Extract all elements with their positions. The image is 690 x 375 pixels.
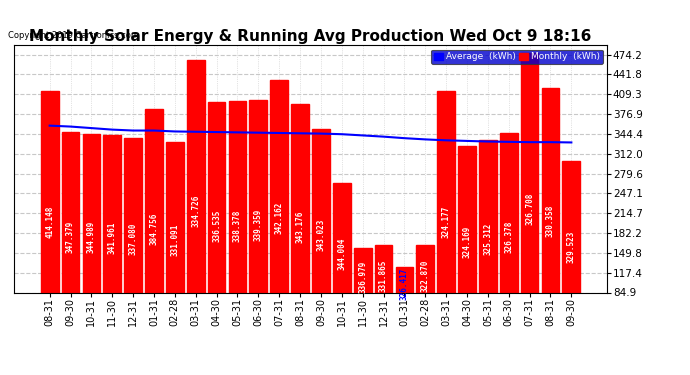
Text: 331.865: 331.865	[379, 260, 388, 292]
Text: 322.870: 322.870	[421, 260, 430, 292]
Text: 337.080: 337.080	[128, 222, 137, 255]
Bar	[458, 146, 476, 344]
Text: 342.162: 342.162	[275, 202, 284, 234]
Bar	[250, 100, 267, 344]
Bar	[228, 101, 246, 344]
Text: 336.535: 336.535	[212, 210, 221, 242]
Text: 384.756: 384.756	[150, 212, 159, 244]
Text: 343.176: 343.176	[295, 210, 304, 243]
Legend: Average  (kWh), Monthly  (kWh): Average (kWh), Monthly (kWh)	[431, 50, 602, 64]
Text: 344.004: 344.004	[337, 238, 346, 270]
Text: Copyright 2019 Cartronics.com: Copyright 2019 Cartronics.com	[8, 31, 139, 40]
Text: 324.169: 324.169	[462, 225, 471, 258]
Bar	[562, 161, 580, 344]
Bar	[437, 92, 455, 344]
Text: 338.378: 338.378	[233, 209, 242, 242]
Bar	[312, 129, 330, 344]
Bar	[41, 92, 59, 344]
Bar	[479, 140, 497, 344]
Bar	[416, 245, 434, 344]
Bar	[124, 138, 142, 344]
Bar	[61, 132, 79, 344]
Text: 414.148: 414.148	[45, 206, 54, 238]
Bar	[521, 53, 538, 344]
Bar	[166, 142, 184, 344]
Text: 329.523: 329.523	[567, 230, 576, 263]
Bar	[145, 109, 163, 344]
Text: 325.312: 325.312	[484, 223, 493, 255]
Bar	[500, 133, 518, 344]
Text: 347.379: 347.379	[66, 220, 75, 252]
Bar	[354, 249, 371, 344]
Bar	[395, 267, 413, 344]
Bar	[542, 87, 560, 344]
Text: 324.177: 324.177	[442, 206, 451, 238]
Bar	[270, 80, 288, 344]
Text: 343.023: 343.023	[317, 219, 326, 251]
Text: 331.091: 331.091	[170, 224, 179, 256]
Text: 341.961: 341.961	[108, 221, 117, 254]
Bar	[291, 104, 309, 344]
Bar	[333, 183, 351, 344]
Bar	[104, 135, 121, 344]
Text: 330.358: 330.358	[546, 205, 555, 237]
Bar	[83, 134, 100, 344]
Text: 326.708: 326.708	[525, 192, 534, 225]
Text: 334.726: 334.726	[191, 195, 200, 227]
Bar	[375, 246, 393, 344]
Text: 344.989: 344.989	[87, 221, 96, 253]
Bar	[187, 60, 205, 344]
Bar	[208, 102, 226, 344]
Title: Monthly Solar Energy & Running Avg Production Wed Oct 9 18:16: Monthly Solar Energy & Running Avg Produ…	[29, 29, 592, 44]
Text: 326.378: 326.378	[504, 220, 513, 253]
Text: 336.979: 336.979	[358, 261, 367, 293]
Text: 339.359: 339.359	[254, 209, 263, 242]
Text: 326.417: 326.417	[400, 267, 409, 300]
